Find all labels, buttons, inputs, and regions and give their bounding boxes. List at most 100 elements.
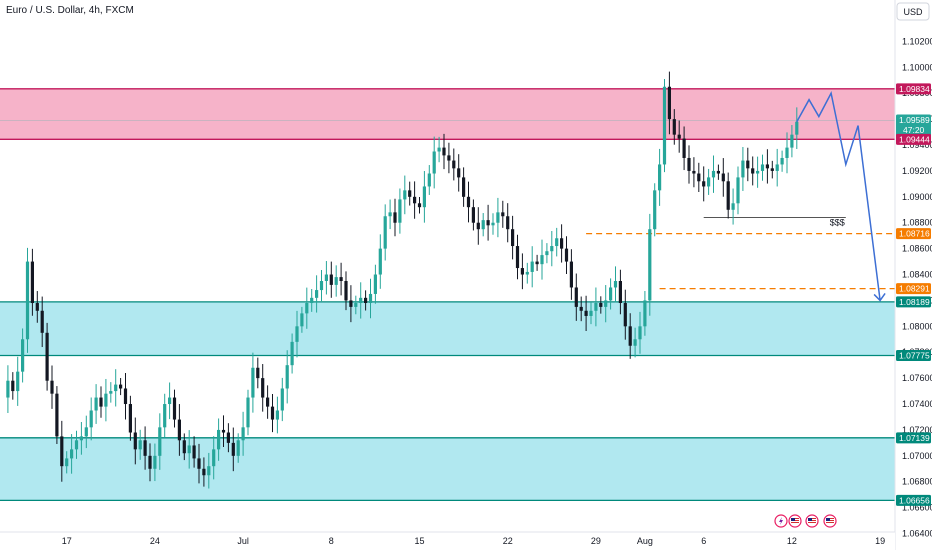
candle-body: [525, 271, 529, 275]
us-flag-icon[interactable]: [823, 514, 837, 528]
currency-button[interactable]: USD: [896, 2, 930, 21]
candle-body: [60, 436, 64, 467]
candle-body: [594, 303, 598, 311]
candle-body: [574, 287, 578, 307]
candle-body: [628, 326, 632, 346]
y-tick-label: 1.10000: [902, 62, 932, 72]
candle-body: [187, 445, 191, 454]
candle-body: [604, 300, 608, 307]
candle-body: [545, 251, 549, 256]
candle-body: [667, 86, 671, 120]
candle-body: [790, 134, 794, 148]
candle-body: [119, 384, 123, 389]
price-tag-label: 1.08716: [899, 229, 930, 239]
price-tag: [896, 432, 931, 444]
candle-body: [84, 427, 88, 437]
candle-body: [697, 173, 701, 182]
candle-body: [266, 397, 270, 407]
candle-body: [123, 388, 128, 405]
candle-body: [300, 313, 304, 327]
candle-body: [770, 168, 774, 171]
x-tick-label: 19: [875, 536, 885, 546]
candle-body: [437, 147, 441, 152]
x-tick-label: 8: [329, 536, 334, 546]
candle-body: [677, 134, 681, 139]
y-tick-label: 1.08000: [902, 321, 932, 331]
candle-body: [560, 238, 564, 249]
candle-body: [609, 287, 613, 301]
liquidity-label: $$$: [830, 218, 845, 228]
candle-body: [550, 246, 554, 252]
price-tag-label: 1.08189: [899, 297, 930, 307]
candle-body: [270, 406, 275, 420]
candle-body: [422, 186, 426, 208]
candle-body: [212, 449, 216, 467]
candle-body: [280, 388, 284, 411]
candle-body: [756, 170, 760, 174]
candle-body: [452, 160, 456, 169]
x-tick-label: 15: [414, 536, 424, 546]
candle-body: [711, 170, 716, 178]
candle-body: [555, 238, 559, 247]
candle-body: [99, 397, 103, 407]
projection-path: [796, 91, 881, 301]
candle-body: [138, 440, 142, 450]
candle-body: [413, 196, 417, 204]
price-tag-label: 1.09444: [899, 134, 930, 144]
flag-stripe: [808, 522, 816, 523]
candle-body: [447, 155, 451, 161]
candle-body: [6, 380, 10, 398]
candle-body: [30, 261, 34, 304]
candle-body: [731, 203, 735, 210]
candle-body: [295, 326, 299, 342]
candle-body: [775, 164, 779, 171]
candle-body: [408, 190, 412, 197]
price-tag-label: 1.06656: [899, 495, 930, 505]
y-tick-label: 1.09000: [902, 192, 932, 202]
lightning-icon[interactable]: [774, 514, 788, 528]
candle-body: [476, 222, 480, 230]
candle-body: [285, 365, 289, 389]
candle-body: [599, 303, 603, 307]
candle-body: [373, 274, 377, 294]
candle-body: [324, 274, 328, 281]
candle-body: [530, 261, 534, 272]
candle-body: [329, 274, 333, 285]
candle-body: [653, 190, 657, 230]
candle-body: [702, 181, 706, 187]
event-icons[interactable]: [774, 514, 837, 528]
candle-body: [275, 410, 279, 420]
y-tick-label: 1.10200: [902, 36, 932, 46]
price-axis[interactable]: 1.06400 1.06600 1.06800 1.07000 1.07200 1.074…: [894, 0, 932, 550]
currency-button-label[interactable]: USD: [903, 7, 923, 17]
candle-body: [765, 164, 769, 169]
candle-body: [45, 332, 49, 381]
candle-body: [221, 429, 226, 433]
us-flag-icon[interactable]: [788, 514, 802, 528]
candle-body: [540, 255, 544, 265]
time-axis-bg[interactable]: [0, 532, 895, 550]
candle-body: [726, 181, 730, 210]
candle-body: [501, 212, 505, 217]
candle-body: [672, 119, 676, 135]
y-tick-label: 1.09400: [902, 140, 932, 150]
candle-body: [334, 277, 338, 285]
candle-body: [359, 297, 363, 304]
x-tick-label: 17: [62, 536, 72, 546]
candle-body: [486, 220, 490, 226]
candle-body: [89, 410, 93, 428]
time-axis[interactable]: 17 24 Jul 8 15 22 29 Aug 6 12 19: [0, 531, 895, 550]
y-tick-label: 1.07200: [902, 425, 932, 435]
us-flag-icon[interactable]: [805, 514, 819, 528]
candle-body: [780, 157, 784, 165]
y-tick-label: 1.06600: [902, 503, 932, 513]
candle-body: [349, 300, 353, 307]
candle-body: [65, 458, 69, 467]
price-tag-label: 1.09589: [899, 115, 930, 125]
candle-body: [658, 164, 662, 191]
candle-body: [79, 436, 83, 441]
candle-body: [305, 303, 309, 314]
